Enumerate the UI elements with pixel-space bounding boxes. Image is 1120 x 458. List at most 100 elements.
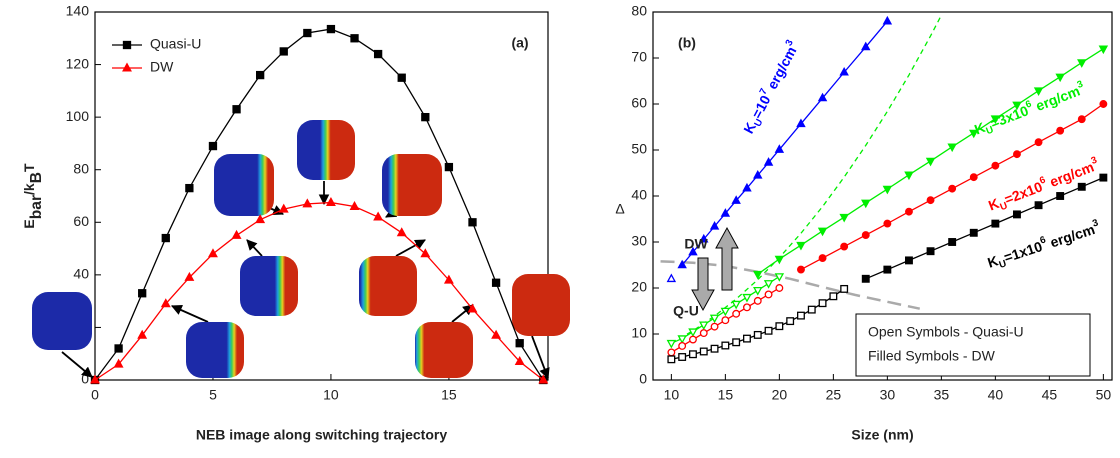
- point: [677, 259, 687, 269]
- panel-label: (b): [678, 35, 696, 51]
- point: [122, 40, 132, 50]
- text-part: erg/cm: [1044, 221, 1096, 252]
- point: [161, 233, 170, 243]
- point: [817, 92, 828, 102]
- point: [796, 241, 806, 251]
- x-tick-label: 20: [772, 387, 788, 403]
- x-tick-label: 40: [988, 387, 1004, 403]
- point: [1012, 101, 1022, 111]
- point: [720, 307, 731, 317]
- point: [1099, 173, 1108, 182]
- snapshot: [297, 120, 355, 180]
- y-tick-label: 70: [631, 49, 647, 65]
- x-tick-label: 5: [209, 387, 217, 403]
- text-part: erg/cm: [1030, 82, 1082, 115]
- text-part: =1x10: [1002, 238, 1045, 265]
- note-text: Open Symbols - Quasi-U: [868, 324, 1024, 340]
- point: [326, 24, 336, 34]
- point: [742, 293, 752, 303]
- point: [1056, 126, 1065, 135]
- point: [753, 296, 762, 305]
- point: [710, 344, 719, 353]
- arrow: [395, 239, 426, 257]
- point: [947, 143, 957, 153]
- point: [688, 246, 698, 256]
- point: [666, 339, 677, 349]
- point: [732, 338, 741, 347]
- point: [255, 214, 266, 224]
- point: [325, 197, 336, 207]
- point: [122, 62, 132, 72]
- point: [969, 228, 978, 237]
- series-line: [94, 28, 544, 381]
- point: [861, 274, 870, 283]
- snapshot: [32, 292, 92, 350]
- point: [1034, 201, 1043, 210]
- arrow: [61, 351, 93, 378]
- point: [818, 254, 827, 263]
- point: [1077, 182, 1086, 191]
- text-part: 3: [1090, 154, 1100, 166]
- point: [1013, 210, 1021, 219]
- point: [904, 171, 914, 181]
- point: [515, 339, 524, 348]
- snapshot: [415, 322, 473, 378]
- text-part: bar: [28, 195, 45, 219]
- point: [721, 341, 730, 350]
- series-line: [94, 201, 544, 381]
- text-part: 7: [757, 87, 769, 97]
- point: [969, 129, 979, 139]
- point: [926, 247, 935, 256]
- point: [688, 328, 698, 338]
- y-tick-label: 120: [66, 55, 90, 71]
- plot-frame: [94, 11, 549, 381]
- point: [678, 353, 687, 361]
- point: [1098, 45, 1109, 55]
- text-part: T: [21, 163, 37, 172]
- point: [699, 321, 709, 331]
- text-part: =3x10: [988, 102, 1031, 131]
- text-part: K: [985, 252, 1000, 270]
- point: [137, 329, 148, 339]
- point: [763, 157, 774, 166]
- point: [185, 183, 194, 193]
- legend-label: DW: [150, 59, 174, 75]
- y-tick-label: 0: [639, 371, 647, 387]
- point: [699, 329, 708, 338]
- point: [753, 287, 763, 296]
- point: [256, 70, 265, 80]
- x-tick-label: 10: [323, 387, 339, 403]
- point: [667, 355, 676, 364]
- text-part: 3: [1091, 217, 1100, 229]
- x-tick-label: 0: [91, 387, 99, 403]
- point: [861, 41, 871, 51]
- point: [1056, 192, 1065, 200]
- y-tick-label: 80: [631, 3, 647, 19]
- point: [1099, 100, 1108, 108]
- x-axis-title: Size (nm): [851, 427, 913, 443]
- point: [1013, 150, 1021, 159]
- series-line: [671, 14, 942, 344]
- snapshot: [240, 256, 298, 316]
- point: [467, 303, 478, 313]
- y-tick-label: 10: [631, 325, 647, 341]
- point: [774, 144, 785, 153]
- point: [1077, 115, 1086, 124]
- point: [905, 256, 913, 265]
- point: [397, 73, 406, 82]
- point: [742, 182, 752, 192]
- point: [491, 329, 502, 339]
- point: [677, 335, 687, 344]
- point: [991, 219, 1000, 228]
- point: [775, 284, 784, 292]
- point: [753, 270, 763, 280]
- plot-frame: [652, 11, 1113, 381]
- point: [743, 303, 751, 312]
- point: [775, 322, 784, 331]
- point: [709, 314, 720, 324]
- snapshot: [214, 154, 274, 216]
- point: [491, 278, 501, 287]
- y-tick-label: 80: [73, 160, 89, 176]
- snapshot: [186, 322, 244, 378]
